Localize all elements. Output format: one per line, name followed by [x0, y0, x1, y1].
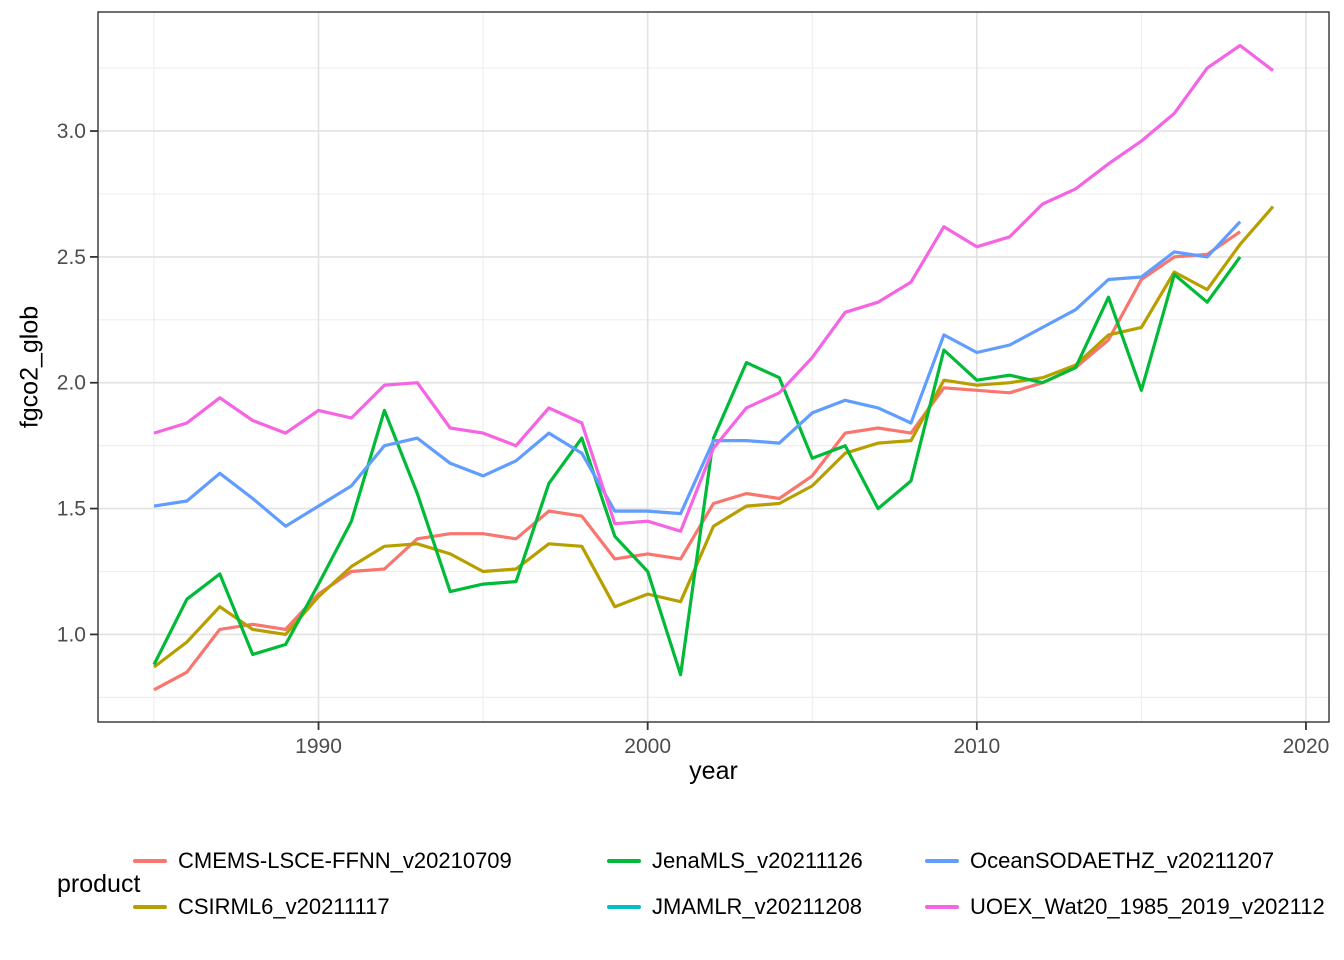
y-tick-label: 1.5 [57, 498, 86, 521]
legend-column: CMEMS-LSCE-FFNN_v20210709 CSIRML6_v202111… [133, 838, 512, 930]
y-tick-label: 2.5 [57, 246, 86, 269]
legend-item-cmems-lsce-ffnn: CMEMS-LSCE-FFNN_v20210709 [133, 838, 512, 884]
legend-item-uoex-wat20: UOEX_Wat20_1985_2019_v202112 [925, 884, 1325, 930]
panel-border [97, 11, 1330, 723]
x-tick-label: 2020 [1283, 735, 1330, 758]
legend-key-line [133, 859, 167, 863]
y-tick-label: 2.0 [57, 372, 86, 395]
legend-label: JMAMLR_v20211208 [652, 894, 862, 919]
legend-column: OceanSODAETHZ_v20211207 UOEX_Wat20_1985_2… [925, 838, 1325, 930]
legend-title: product [57, 869, 141, 898]
legend-key-line [607, 859, 641, 863]
legend-column: JenaMLS_v20211126 JMAMLR_v20211208 [607, 838, 863, 930]
legend-label: OceanSODAETHZ_v20211207 [970, 848, 1275, 873]
x-axis-title: year [689, 757, 738, 785]
series-line-uoex-wat20 [153, 43, 1274, 533]
legend-key-line [925, 859, 959, 863]
series-line-oceansodaethz [153, 220, 1242, 528]
series-line-jenamls [152, 255, 1242, 677]
y-tick-label: 1.0 [57, 623, 86, 646]
legend: product CMEMS-LSCE-FFNN_v20210709 CSIRML6… [0, 838, 1344, 948]
legend-label: UOEX_Wat20_1985_2019_v202112 [970, 894, 1325, 919]
legend-key-line [133, 905, 167, 909]
x-tick-label: 2000 [624, 735, 671, 758]
legend-key-line [925, 905, 959, 909]
y-tick-label: 3.0 [57, 120, 86, 143]
legend-item-csirml6: CSIRML6_v20211117 [133, 884, 512, 930]
y-axis-title: fgco2_glob [15, 305, 44, 429]
series-line-csirml6 [153, 205, 1275, 669]
legend-label: JenaMLS_v20211126 [652, 848, 863, 873]
legend-label: CMEMS-LSCE-FFNN_v20210709 [178, 848, 512, 873]
legend-key-line [607, 905, 641, 909]
legend-item-oceansodaethz: OceanSODAETHZ_v20211207 [925, 838, 1325, 884]
legend-label: CSIRML6_v20211117 [178, 894, 390, 919]
series-line-cmems-lsce-ffnn [153, 230, 1242, 692]
x-tick-label: 1990 [295, 735, 342, 758]
plot-panel: 1990 2000 2010 2020 1.0 1.5 2.0 2.5 3.0 [57, 11, 1330, 758]
legend-item-jmamlr: JMAMLR_v20211208 [607, 884, 863, 930]
x-tick-label: 2010 [953, 735, 1000, 758]
legend-item-jenamls: JenaMLS_v20211126 [607, 838, 863, 884]
